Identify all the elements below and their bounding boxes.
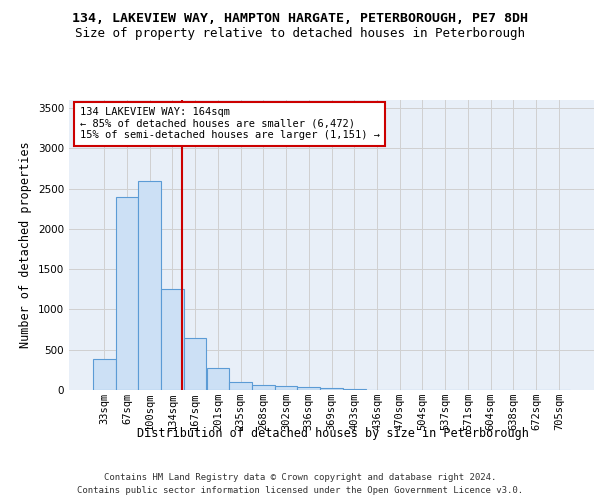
Y-axis label: Number of detached properties: Number of detached properties: [19, 142, 32, 348]
Bar: [139, 180, 161, 390]
Text: Contains HM Land Registry data © Crown copyright and database right 2024.: Contains HM Land Registry data © Crown c…: [104, 472, 496, 482]
Bar: [252, 385, 275, 390]
Text: Contains public sector information licensed under the Open Government Licence v3: Contains public sector information licen…: [77, 486, 523, 495]
Text: 134, LAKEVIEW WAY, HAMPTON HARGATE, PETERBOROUGH, PE7 8DH: 134, LAKEVIEW WAY, HAMPTON HARGATE, PETE…: [72, 12, 528, 26]
Text: Size of property relative to detached houses in Peterborough: Size of property relative to detached ho…: [75, 28, 525, 40]
Bar: [320, 388, 343, 390]
Bar: [229, 382, 252, 390]
Bar: [275, 386, 298, 390]
Bar: [161, 290, 184, 390]
Text: 134 LAKEVIEW WAY: 164sqm
← 85% of detached houses are smaller (6,472)
15% of sem: 134 LAKEVIEW WAY: 164sqm ← 85% of detach…: [79, 108, 380, 140]
Bar: [206, 368, 229, 390]
Bar: [116, 196, 139, 390]
Bar: [298, 387, 320, 390]
Bar: [184, 338, 206, 390]
Text: Distribution of detached houses by size in Peterborough: Distribution of detached houses by size …: [137, 428, 529, 440]
Bar: [93, 358, 116, 390]
Bar: [343, 389, 365, 390]
